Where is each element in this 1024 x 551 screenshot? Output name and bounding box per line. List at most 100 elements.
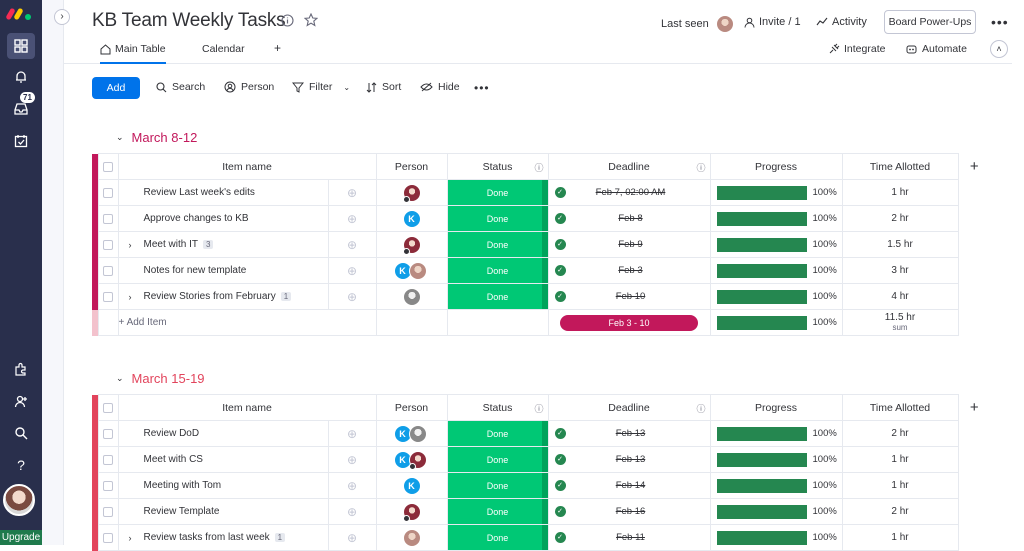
add-update-icon[interactable]: ⊕: [327, 179, 377, 206]
add-update-icon[interactable]: ⊕: [327, 446, 377, 473]
time-allotted[interactable]: 2 hr: [841, 498, 959, 525]
deadline-cell[interactable]: ✓ Feb 11: [547, 524, 711, 551]
table-row[interactable]: › Review Stories from February 1 ⊕ Done ✓ Feb …: [92, 283, 990, 310]
checkbox[interactable]: [103, 239, 113, 250]
check-done-icon[interactable]: ✓: [554, 213, 566, 224]
item-name[interactable]: Notes for new template: [143, 265, 247, 276]
add-column-icon[interactable]: +: [969, 399, 979, 416]
activity-button[interactable]: Activity: [816, 16, 867, 28]
board-title[interactable]: KB Team Weekly Tasks: [92, 10, 286, 31]
check-done-icon[interactable]: ✓: [554, 428, 566, 439]
person-cell[interactable]: K: [375, 446, 448, 473]
person-avatar[interactable]: [408, 262, 427, 280]
person-avatar[interactable]: K: [402, 477, 421, 495]
column-header-time[interactable]: Time Allotted: [841, 394, 959, 421]
person-cell[interactable]: K: [375, 472, 448, 499]
add-item-input[interactable]: + Add Item: [117, 309, 377, 336]
time-allotted[interactable]: 1 hr: [841, 524, 959, 551]
tab-calendar[interactable]: Calendar: [202, 43, 245, 55]
add-update-icon[interactable]: ⊕: [327, 283, 377, 310]
deadline-cell[interactable]: ✓ Feb 3: [547, 257, 711, 284]
time-allotted[interactable]: 1.5 hr: [841, 231, 959, 258]
item-name[interactable]: Review Last week's edits: [143, 187, 255, 198]
check-done-icon[interactable]: ✓: [554, 532, 566, 543]
item-name-cell[interactable]: Review DoD: [117, 420, 329, 447]
table-row[interactable]: Review Template ⊕ Done ✓ Feb 16 100% 2 hr: [92, 498, 990, 525]
person-cell[interactable]: [375, 524, 448, 551]
expand-subitems-chevron-icon[interactable]: ›: [128, 532, 132, 543]
status-label[interactable]: Done: [446, 472, 549, 499]
deadline-cell[interactable]: ✓ Feb 8: [547, 205, 711, 232]
status-label[interactable]: Done: [446, 257, 549, 284]
add-update-icon[interactable]: ⊕: [327, 524, 377, 551]
column-header-progress[interactable]: Progress: [709, 394, 843, 421]
column-header-status[interactable]: Status ⓘ: [446, 394, 549, 421]
checkbox[interactable]: [103, 265, 113, 276]
row-checkbox-cell[interactable]: [97, 420, 119, 447]
expand-subitems-chevron-icon[interactable]: ›: [128, 239, 132, 250]
time-allotted[interactable]: 1 hr: [841, 179, 959, 206]
group-title[interactable]: ⌄ March 8-12: [116, 130, 197, 145]
checkbox[interactable]: [103, 161, 113, 172]
time-allotted[interactable]: 4 hr: [841, 283, 959, 310]
notifications-bell-icon[interactable]: [7, 64, 35, 90]
time-allotted[interactable]: 1 hr: [841, 472, 959, 499]
deadline-cell[interactable]: ✓ Feb 9: [547, 231, 711, 258]
hide-button[interactable]: Hide: [420, 81, 460, 93]
collapse-header-chevron-icon[interactable]: ˄: [990, 40, 1008, 58]
invite-member-icon[interactable]: [7, 388, 35, 414]
item-name[interactable]: Review Stories from February: [143, 291, 276, 302]
search-button[interactable]: Search: [156, 81, 205, 93]
table-row[interactable]: Review DoD ⊕ K Done ✓ Feb 13 100% 2 hr: [92, 420, 990, 447]
column-header-person[interactable]: Person: [375, 153, 448, 180]
time-allotted[interactable]: 2 hr: [841, 420, 959, 447]
column-header-status[interactable]: Status ⓘ: [446, 153, 549, 180]
deadline-cell[interactable]: ✓ Feb 13: [547, 446, 711, 473]
table-row[interactable]: Approve changes to KB ⊕ K Done ✓ Feb 8 100% 2 h…: [92, 205, 990, 232]
item-name-cell[interactable]: Approve changes to KB: [117, 205, 329, 232]
check-done-icon[interactable]: ✓: [554, 291, 566, 302]
column-header-time[interactable]: Time Allotted: [841, 153, 959, 180]
check-done-icon[interactable]: ✓: [554, 480, 566, 491]
checkbox[interactable]: [103, 187, 113, 198]
add-view-button[interactable]: +: [274, 41, 282, 55]
star-favorite-icon[interactable]: [303, 12, 319, 30]
table-row[interactable]: Meet with CS ⊕ K Done ✓ Feb 13 100% 1 hr: [92, 446, 990, 473]
column-header-item[interactable]: Item name: [117, 394, 377, 421]
person-cell[interactable]: K: [375, 420, 448, 447]
tab-main-table[interactable]: Main Table: [100, 43, 166, 64]
item-name-cell[interactable]: Notes for new template: [117, 257, 329, 284]
row-checkbox-cell[interactable]: [97, 283, 119, 310]
column-header-item[interactable]: Item name: [117, 153, 377, 180]
row-checkbox-cell[interactable]: [97, 524, 119, 551]
row-checkbox-cell[interactable]: [97, 472, 119, 499]
check-done-icon[interactable]: ✓: [554, 454, 566, 465]
checkbox[interactable]: [103, 454, 113, 465]
table-row[interactable]: › Meet with IT 3 ⊕ Done ✓ Feb 9 100% 1.5 hr: [92, 231, 990, 258]
checkbox[interactable]: [103, 291, 113, 302]
checkbox[interactable]: [103, 428, 113, 439]
search-icon[interactable]: [7, 420, 35, 446]
add-update-icon[interactable]: ⊕: [327, 420, 377, 447]
expand-sidebar-chevron-icon[interactable]: ›: [54, 9, 70, 25]
item-name-cell[interactable]: Review Template: [117, 498, 329, 525]
row-checkbox-cell[interactable]: [97, 231, 119, 258]
person-cell[interactable]: [375, 498, 448, 525]
column-header-progress[interactable]: Progress: [709, 153, 843, 180]
more-options-icon[interactable]: •••: [991, 14, 1009, 30]
add-update-icon[interactable]: ⊕: [327, 472, 377, 499]
row-checkbox-cell[interactable]: [97, 205, 119, 232]
check-done-icon[interactable]: ✓: [554, 265, 566, 276]
status-label[interactable]: Done: [446, 283, 549, 310]
my-work-calendar-icon[interactable]: [7, 128, 35, 154]
checkbox[interactable]: [103, 532, 113, 543]
status-label[interactable]: Done: [446, 231, 549, 258]
time-allotted[interactable]: 2 hr: [841, 205, 959, 232]
filter-button[interactable]: Filter ⌄: [292, 81, 350, 93]
time-allotted[interactable]: 1 hr: [841, 446, 959, 473]
deadline-cell[interactable]: ✓ Feb 13: [547, 420, 711, 447]
item-name-cell[interactable]: › Meet with IT 3: [117, 231, 329, 258]
person-cell[interactable]: [375, 283, 448, 310]
person-cell[interactable]: [375, 179, 448, 206]
inbox-icon[interactable]: [7, 96, 35, 122]
